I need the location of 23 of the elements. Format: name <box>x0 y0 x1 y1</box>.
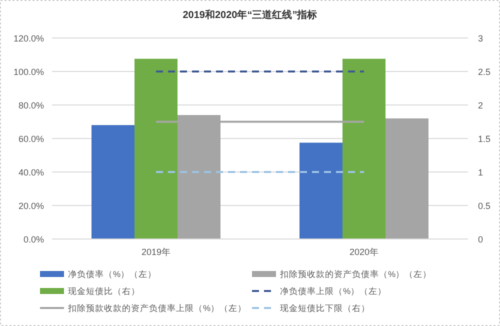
y-tick-label: 0.0% <box>23 234 44 244</box>
legend-label: 净负债率（%）（左） <box>68 269 157 279</box>
x-tick-label: 2019年 <box>141 247 171 257</box>
legend-label: 净负债率上限（%）（左） <box>280 286 387 296</box>
y2-tick-label: 1 <box>478 168 484 178</box>
legend-label: 现金短债比下限（右） <box>280 303 370 313</box>
y2-tick-label: 0.5 <box>478 201 491 211</box>
legend-label: 扣除预款收款的资产负债率上限（%）（左） <box>67 303 247 313</box>
y-tick-label: 80.0% <box>18 100 44 110</box>
y-tick-label: 100.0% <box>13 67 44 77</box>
y-tick-label: 60.0% <box>18 134 44 144</box>
y-tick-label: 20.0% <box>18 201 44 211</box>
y2-tick-label: 2.5 <box>478 67 491 77</box>
y-tick-label: 40.0% <box>18 168 44 178</box>
legend-label: 现金短债比（右） <box>68 286 140 296</box>
x-tick-label: 2020年 <box>349 247 379 257</box>
y-tick-label: 120.0% <box>13 34 44 44</box>
legend-label: 扣除预收款的资产负债率（%）（左） <box>279 269 432 279</box>
y2-tick-label: 2 <box>478 100 484 110</box>
chart-title: 2019和2020年“三道红线”指标 <box>182 9 318 21</box>
y2-tick-label: 3 <box>478 34 484 44</box>
y2-tick-label: 1.5 <box>478 134 491 144</box>
y2-tick-label: 0 <box>478 234 484 244</box>
